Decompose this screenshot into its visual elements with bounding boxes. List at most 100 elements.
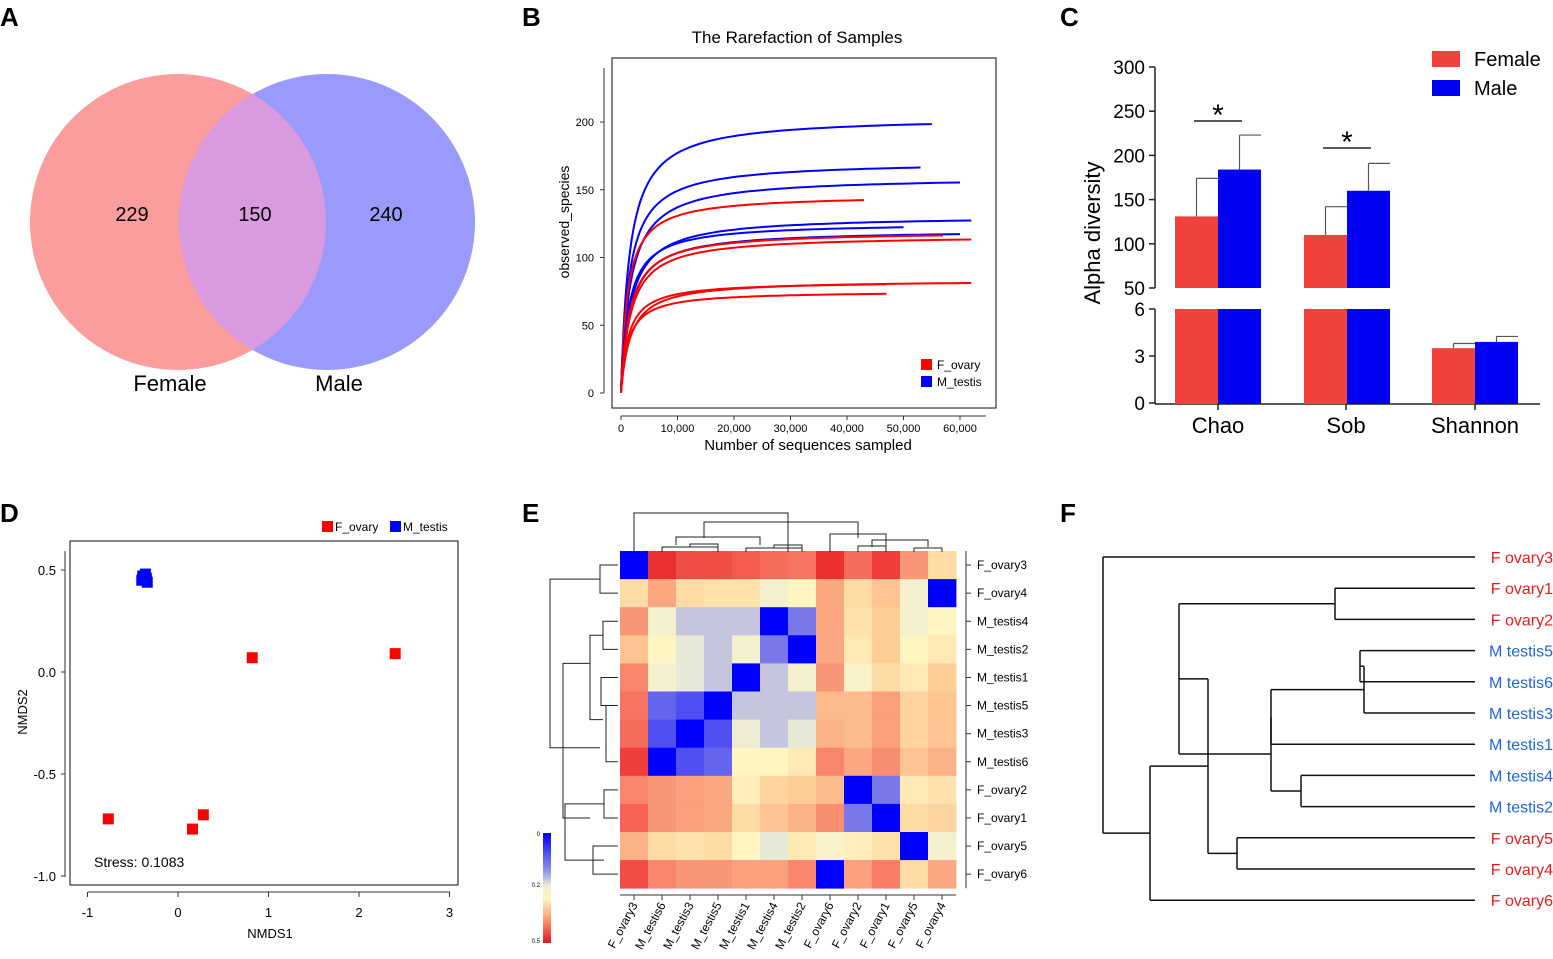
legend-label-m-testis: M_testis <box>937 375 982 389</box>
heatmap-cell <box>620 635 649 664</box>
bar-upper-segment <box>1218 169 1261 288</box>
bar-lower-segment <box>1304 309 1347 404</box>
significance-star: * <box>1212 99 1224 132</box>
heatmap-cell <box>760 691 789 720</box>
heatmap-cell <box>704 860 733 889</box>
heatmap-cell <box>844 719 873 749</box>
rarefaction-curve <box>620 181 961 393</box>
heatmap-cell <box>704 747 733 777</box>
dendrogram-leaf-label: M testis4 <box>1489 768 1553 785</box>
panel-a: A 229 150 240 Female Male <box>0 2 475 396</box>
heatmap-cell <box>788 551 817 580</box>
heatmap-cell <box>928 803 957 833</box>
heatmap-cell <box>900 747 929 777</box>
heatmap-row-label: M_testis5 <box>977 699 1029 713</box>
bar-upper-segment <box>1347 190 1390 288</box>
heatmap-cell <box>844 775 873 805</box>
heatmap-cell <box>816 691 845 720</box>
venn-overlap-region <box>178 94 327 350</box>
heatmap-cell <box>900 719 929 749</box>
heatmap-cell <box>928 719 957 749</box>
y-tick-label: 200 <box>576 117 594 129</box>
x-tick-label: 50,000 <box>887 423 921 435</box>
heatmap-cell <box>900 663 929 692</box>
heatmap-cell <box>844 635 873 664</box>
heatmap-cell <box>648 691 677 720</box>
heatmap-cell <box>760 663 789 692</box>
col-dendrogram-branch <box>633 512 789 552</box>
alpha-category-chao: Chao <box>1192 413 1245 438</box>
heatmap-cell <box>760 803 789 833</box>
colorbar-tick-label: 0 <box>537 832 541 838</box>
legend-label-male: Male <box>1474 78 1517 100</box>
heatmap-cell <box>648 832 677 861</box>
heatmap-cell <box>928 607 957 636</box>
heatmap-cell <box>648 719 677 749</box>
heatmap-cell <box>788 663 817 692</box>
heatmap-row-label: F_ovary1 <box>977 811 1027 825</box>
heatmap-cell <box>928 635 957 664</box>
dendrogram-leaf-label: M testis3 <box>1489 706 1553 723</box>
row-dendrogram-branch <box>605 705 618 763</box>
y-tick-label: -1.0 <box>34 869 56 884</box>
heatmap-cell <box>676 719 705 749</box>
heatmap-cell <box>844 803 873 833</box>
heatmap-cell <box>620 691 649 720</box>
y-tick-label: 0.0 <box>38 665 56 680</box>
rarefaction-axes: 0 50 100 150 200 0 10,000 20,000 30,000 40,000 50,… <box>576 68 986 435</box>
heatmap-cell <box>732 832 761 861</box>
dendrogram-leaf-label: F ovary3 <box>1491 550 1553 567</box>
row-dendrogram-branch <box>549 578 600 749</box>
x-tick-label: 2 <box>355 905 362 920</box>
heatmap-cell <box>732 579 761 608</box>
colorbar-tick-label: 0.5 <box>532 939 541 945</box>
heatmap-cell <box>648 860 677 889</box>
bar-upper-segment <box>1304 234 1347 288</box>
heatmap-cell <box>872 860 901 889</box>
nmds-points <box>102 568 401 835</box>
heatmap-cell <box>844 579 873 608</box>
venn-overlap-count: 150 <box>238 204 271 226</box>
heatmap-cell <box>900 635 929 664</box>
heatmap-cell <box>620 803 649 833</box>
heatmap-cell <box>732 691 761 720</box>
heatmap-row-label: M_testis6 <box>977 755 1029 769</box>
venn-male-label: Male <box>315 371 363 396</box>
heatmap-cell <box>844 860 873 889</box>
heatmap-cell <box>872 775 901 805</box>
rarefaction-curve <box>620 234 944 393</box>
heatmap-colorbar: 0 0.2 0.5 <box>532 832 551 945</box>
dendrogram-leaf-label: F ovary4 <box>1491 862 1553 879</box>
venn-female-only-count: 229 <box>115 204 148 226</box>
heatmap-cell <box>816 663 845 692</box>
dendrogram-leaf-label: F ovary2 <box>1491 612 1553 629</box>
row-dendrogram-branch <box>564 803 604 861</box>
heatmap-cell <box>844 551 873 580</box>
bar <box>1475 341 1518 404</box>
y-tick-label: 6 <box>1134 300 1145 321</box>
heatmap-cell <box>676 860 705 889</box>
heatmap-cell <box>816 719 845 749</box>
heatmap-cell <box>676 551 705 580</box>
x-tick-label: 0 <box>174 905 181 920</box>
bar-lower-segment <box>1175 309 1218 404</box>
heatmap-cell <box>816 551 845 580</box>
heatmap-cell <box>648 663 677 692</box>
rarefaction-curve <box>620 238 972 393</box>
colorbar-tick-label: 0.2 <box>532 883 541 889</box>
heatmap-cell <box>788 635 817 664</box>
y-tick-label: 300 <box>1113 58 1145 79</box>
bar-upper-segment <box>1175 216 1218 288</box>
venn-male-only-count: 240 <box>369 204 402 226</box>
nmds-point <box>137 570 149 582</box>
heatmap-row-label: F_ovary6 <box>977 867 1027 881</box>
row-dendrogram-branch <box>603 789 618 819</box>
col-dendrogram-branch <box>689 543 719 547</box>
heatmap-cell <box>620 663 649 692</box>
heatmap-cell <box>704 607 733 636</box>
heatmap-cell <box>648 747 677 777</box>
panel-label-f: F <box>1060 498 1076 528</box>
heatmap-cell <box>816 747 845 777</box>
heatmap-row-label: F_ovary4 <box>977 586 1027 600</box>
x-tick-label: -1 <box>82 905 94 920</box>
